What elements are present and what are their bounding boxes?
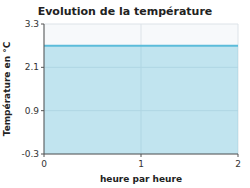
grid <box>44 24 238 154</box>
x-tick <box>238 154 239 157</box>
area <box>44 46 238 154</box>
x-axis-label: heure par heure <box>100 174 182 184</box>
y-tick <box>41 110 44 111</box>
line <box>44 45 238 47</box>
x-tick <box>141 154 142 157</box>
x-tick-label: 1 <box>138 159 144 169</box>
axes: -0.3 0.9 2.1 3.3 0 1 2 <box>21 19 240 169</box>
x-tick <box>44 154 45 157</box>
x-tick-label: 2 <box>235 159 241 169</box>
plot-background <box>44 24 238 154</box>
y-tick-label: 0.9 <box>25 106 40 116</box>
y-tick-label: -0.3 <box>21 149 39 159</box>
title: Evolution de la température <box>38 5 213 18</box>
chart: -0.3 0.9 2.1 3.3 0 1 2 heure par heure Températu… <box>0 0 250 188</box>
series <box>44 46 238 154</box>
y-axis-label: Température en °C <box>2 41 12 136</box>
y-axis-line <box>44 24 45 154</box>
y-tick-label: 3.3 <box>25 19 39 29</box>
y-tick <box>41 24 44 25</box>
y-tick <box>41 67 44 68</box>
x-tick-label: 0 <box>41 159 47 169</box>
grid-line <box>44 24 45 154</box>
y-tick-label: 2.1 <box>25 62 39 72</box>
